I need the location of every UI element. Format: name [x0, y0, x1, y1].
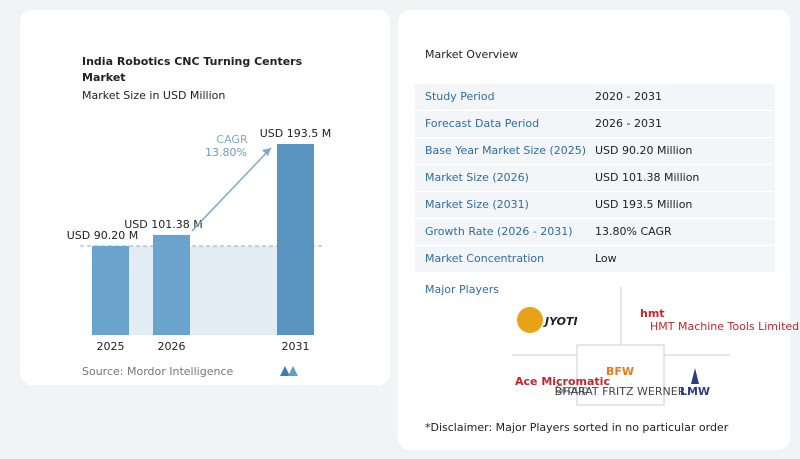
row-label: Growth Rate (2026 - 2031) [425, 225, 573, 238]
x-tick-label: 2026 [158, 340, 186, 353]
logo-box [576, 344, 665, 406]
row-label: Forecast Data Period [425, 117, 539, 130]
cagr-label: CAGR [216, 133, 248, 146]
bar [92, 245, 129, 335]
table-row [415, 246, 775, 272]
source: Source: Mordor Intelligence [82, 365, 233, 378]
table-row [415, 219, 775, 245]
bar [277, 144, 314, 335]
row-label: Market Size (2026) [425, 171, 529, 184]
player-sub: Group [555, 383, 589, 396]
logo [280, 366, 298, 376]
row-label: Base Year Market Size (2025) [425, 144, 586, 157]
player-logo: LMW [680, 385, 710, 398]
value-label: USD 90.20 M [67, 229, 138, 242]
row-label: Market Concentration [425, 252, 544, 265]
row-label: Market Size (2031) [425, 198, 529, 211]
x-tick-label: 2025 [97, 340, 125, 353]
player-sub: BHARAT FRITZ WERNER [555, 385, 686, 398]
table-row [415, 165, 775, 191]
value-label: USD 101.38 M [124, 218, 202, 231]
table-row [415, 84, 775, 110]
logo-mark [280, 366, 290, 376]
value-label: USD 193.5 M [260, 127, 331, 140]
chart-subtitle: Market Size in USD Million [82, 89, 225, 102]
overview-title: Market Overview [425, 48, 518, 61]
players-title: Major Players [425, 283, 499, 296]
table-row [415, 111, 775, 137]
player-logo: JYOTI [543, 315, 578, 328]
row-value: USD 101.38 Million [595, 171, 699, 184]
row-value: 2020 - 2031 [595, 90, 662, 103]
row-value: 2026 - 2031 [595, 117, 662, 130]
chart-title: India Robotics CNC Turning Centers Marke… [82, 55, 303, 84]
cagr-value: 13.80% [205, 146, 247, 159]
player-sub: HMT Machine Tools Limited [650, 320, 799, 333]
row-value: USD 90.20 Million [595, 144, 692, 157]
chart-title-line: Market [82, 71, 126, 84]
x-tick-label: 2031 [282, 340, 310, 353]
logo-mark [288, 366, 298, 376]
table-row [415, 192, 775, 218]
overview-table: Study Period 2020 - 2031 Forecast Data Per… [415, 84, 775, 272]
row-label: Study Period [425, 90, 495, 103]
lmw-emblem [691, 368, 699, 384]
disclaimer: *Disclaimer: Major Players sorted in no … [425, 421, 729, 434]
row-value: USD 193.5 Million [595, 198, 692, 211]
chart-title-line: India Robotics CNC Turning Centers [82, 55, 303, 68]
cagr-arrowhead [262, 148, 271, 156]
cagr-arrow [191, 147, 272, 232]
bar [153, 234, 190, 335]
table-row [415, 138, 775, 164]
row-value: 13.80% CAGR [595, 225, 672, 238]
player-logo: BFW [606, 365, 634, 378]
jyoti-emblem [517, 307, 543, 333]
player-logo: Ace Micromatic [515, 375, 610, 388]
row-value: Low [595, 252, 617, 265]
player-logo: hmt [640, 307, 665, 320]
